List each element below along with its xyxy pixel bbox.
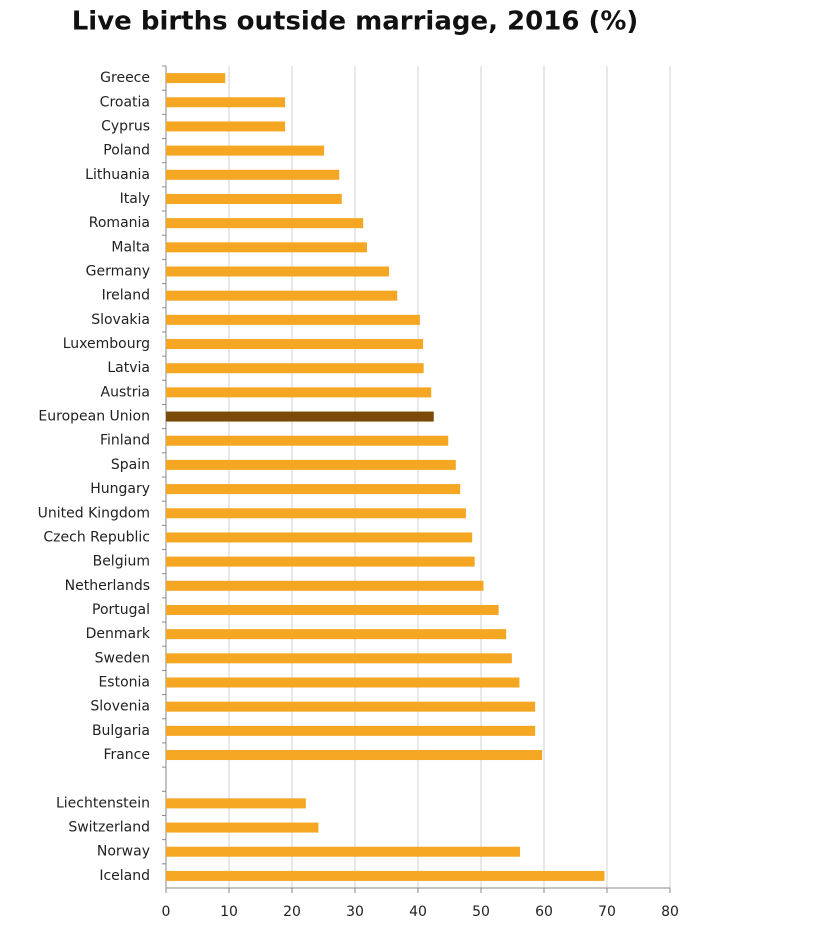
bar bbox=[166, 169, 340, 180]
bar bbox=[166, 266, 390, 277]
x-tick-label: 20 bbox=[283, 904, 301, 920]
x-tick-label: 0 bbox=[162, 904, 171, 920]
y-tick-label: United Kingdom bbox=[38, 505, 150, 521]
y-tick-label: Denmark bbox=[86, 626, 151, 642]
bar bbox=[166, 629, 507, 640]
x-tick-label: 80 bbox=[661, 904, 679, 920]
y-tick-label: Norway bbox=[97, 844, 150, 860]
bar bbox=[166, 580, 484, 591]
y-tick-label: Sweden bbox=[95, 650, 150, 666]
x-tick-label: 70 bbox=[598, 904, 616, 920]
bar bbox=[166, 701, 536, 712]
bar bbox=[166, 363, 424, 374]
bar bbox=[166, 798, 306, 809]
bar bbox=[166, 290, 398, 301]
y-tick-label: Estonia bbox=[98, 675, 150, 691]
bar bbox=[166, 822, 319, 833]
x-tick-label: 10 bbox=[220, 904, 238, 920]
bar bbox=[166, 339, 424, 350]
bar bbox=[166, 484, 461, 495]
bar bbox=[166, 725, 536, 736]
y-tick-label: Luxembourg bbox=[63, 336, 150, 352]
bar bbox=[166, 532, 473, 543]
y-tick-label: France bbox=[103, 747, 150, 763]
y-tick-label: Poland bbox=[103, 143, 150, 159]
bar bbox=[166, 193, 342, 204]
chart-title: Live births outside marriage, 2016 (%) bbox=[72, 7, 639, 37]
bar bbox=[166, 242, 367, 253]
bar bbox=[166, 846, 521, 857]
y-tick-label: Iceland bbox=[99, 868, 150, 884]
y-tick-label: Bulgaria bbox=[92, 723, 150, 739]
y-tick-label: Spain bbox=[111, 457, 150, 473]
y-tick-label: Portugal bbox=[92, 602, 150, 618]
y-tick-label: Romania bbox=[89, 215, 150, 231]
bar bbox=[166, 604, 499, 615]
bar bbox=[166, 435, 449, 446]
y-tick-label: European Union bbox=[38, 409, 150, 425]
y-tick-label: Cyprus bbox=[101, 118, 150, 134]
bar bbox=[166, 508, 466, 519]
y-tick-label: Slovenia bbox=[90, 699, 150, 715]
y-tick-label: Hungary bbox=[90, 481, 150, 497]
y-tick-label: Lithuania bbox=[85, 167, 150, 183]
bar bbox=[166, 677, 520, 688]
y-tick-label: Czech Republic bbox=[43, 529, 150, 545]
y-tick-label: Malta bbox=[111, 239, 150, 255]
bar bbox=[166, 556, 475, 567]
bar bbox=[166, 314, 420, 325]
y-tick-label: Germany bbox=[86, 264, 150, 280]
bar bbox=[166, 750, 543, 761]
x-tick-label: 40 bbox=[409, 904, 427, 920]
y-tick-label: Finland bbox=[100, 433, 150, 449]
bar bbox=[166, 459, 456, 470]
y-tick-label: Greece bbox=[100, 70, 150, 86]
bar bbox=[166, 97, 286, 108]
bar bbox=[166, 870, 605, 881]
y-tick-label: Slovakia bbox=[91, 312, 150, 328]
x-tick-label: 30 bbox=[346, 904, 364, 920]
bar bbox=[166, 121, 286, 132]
y-tick-label: Croatia bbox=[100, 94, 150, 110]
y-tick-label: Netherlands bbox=[65, 578, 150, 594]
x-tick-label: 50 bbox=[472, 904, 490, 920]
bar bbox=[166, 411, 434, 422]
y-tick-label: Belgium bbox=[93, 554, 150, 570]
y-tick-label: Italy bbox=[120, 191, 150, 207]
bar bbox=[166, 218, 364, 229]
y-tick-label: Switzerland bbox=[68, 820, 150, 836]
x-tick-label: 60 bbox=[535, 904, 553, 920]
bar bbox=[166, 653, 512, 664]
y-tick-label: Latvia bbox=[107, 360, 150, 376]
y-tick-label: Liechtenstein bbox=[56, 795, 150, 811]
bar bbox=[166, 73, 226, 84]
y-tick-label: Ireland bbox=[102, 288, 150, 304]
bar bbox=[166, 145, 325, 156]
y-tick-label: Austria bbox=[101, 384, 150, 400]
bar bbox=[166, 387, 432, 398]
